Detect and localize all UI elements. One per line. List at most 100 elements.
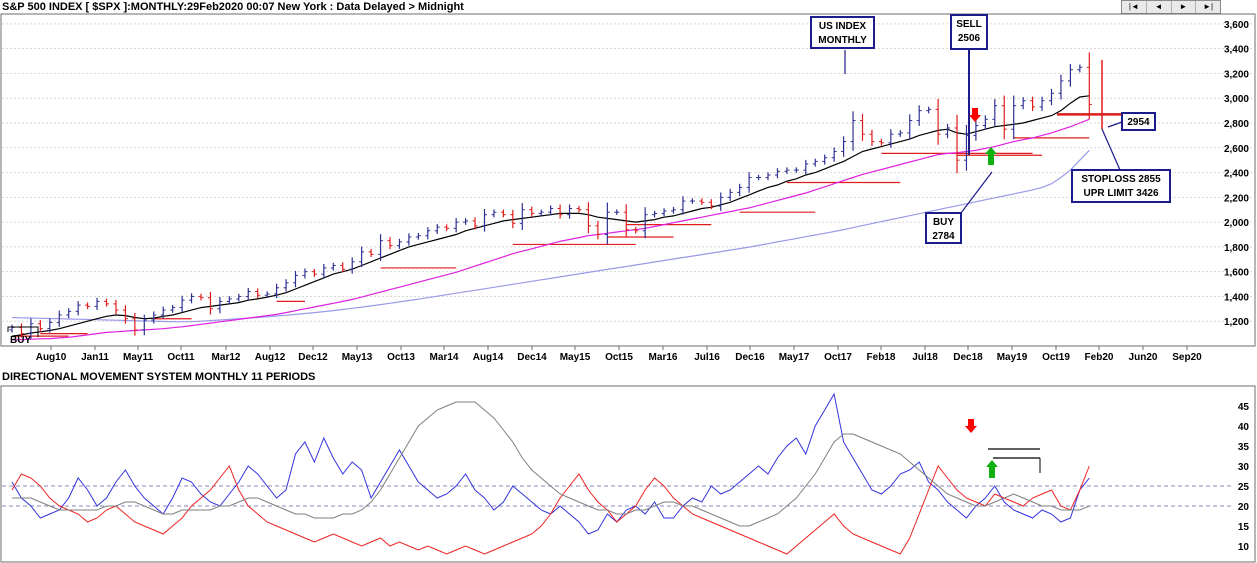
price-x-label: May19 xyxy=(997,352,1028,363)
price-tick-label: 3,400 xyxy=(1224,45,1249,56)
price-bar xyxy=(1030,96,1036,111)
price-tick-label: 2,000 xyxy=(1224,218,1249,229)
price-tick-label: 2,600 xyxy=(1224,144,1249,155)
price-bar xyxy=(661,208,667,217)
price-bar xyxy=(907,114,913,140)
price-x-label: Oct15 xyxy=(605,352,633,363)
price-bar xyxy=(699,198,705,206)
price-bar xyxy=(160,306,166,319)
price-bar xyxy=(1058,74,1064,100)
price-bar xyxy=(567,204,573,219)
price-bar xyxy=(311,268,317,277)
price-x-label: May17 xyxy=(779,352,810,363)
price-x-label: Oct11 xyxy=(167,352,195,363)
ma-value-pointer xyxy=(1107,121,1123,128)
price-bar xyxy=(396,238,402,249)
price-bar xyxy=(37,320,43,333)
price-bar xyxy=(463,218,469,225)
price-bar xyxy=(359,246,365,268)
price-bar xyxy=(170,304,176,313)
nav-prev-button[interactable]: ◄ xyxy=(1147,1,1172,13)
price-bar xyxy=(614,209,620,215)
price-x-label: Dec18 xyxy=(953,352,983,363)
price-bar xyxy=(822,154,828,165)
price-bar xyxy=(888,129,894,148)
price-bar xyxy=(491,209,497,218)
svg-text:BUY: BUY xyxy=(933,217,954,228)
price-bar xyxy=(330,262,336,271)
price-bar xyxy=(831,147,837,162)
price-tick-label: 1,200 xyxy=(1224,317,1249,328)
buy-callout: BUY 2784 xyxy=(925,212,962,244)
price-x-label: Dec12 xyxy=(298,352,328,363)
price-bar xyxy=(557,204,563,219)
price-bar xyxy=(689,198,695,204)
price-bar xyxy=(368,249,374,258)
us-index-callout: US INDEX MONTHLY xyxy=(810,16,875,49)
price-bar xyxy=(510,209,516,229)
sell-arrow-icon xyxy=(969,108,981,122)
price-bar xyxy=(604,202,610,245)
price-bar xyxy=(737,183,743,196)
price-bar xyxy=(671,207,676,214)
price-bar xyxy=(784,167,790,175)
nav-last-button[interactable]: ►| xyxy=(1203,2,1214,11)
price-bar xyxy=(444,224,450,232)
price-bar xyxy=(973,120,979,141)
price-bar xyxy=(434,223,440,234)
price-x-label: Oct17 xyxy=(824,352,852,363)
price-bar xyxy=(1001,95,1007,140)
price-bar xyxy=(425,227,431,240)
nav-next-button[interactable]: ► xyxy=(1172,1,1197,13)
price-bar xyxy=(245,287,251,301)
price-bar xyxy=(28,318,34,339)
price-bar xyxy=(226,296,232,305)
price-bar xyxy=(207,291,213,315)
price-tick-label: 1,600 xyxy=(1224,268,1249,279)
price-x-label: Aug10 xyxy=(36,352,67,363)
price-x-label: Aug12 xyxy=(255,352,286,363)
price-tick-label: 2,800 xyxy=(1224,119,1249,130)
price-bar xyxy=(236,293,242,302)
price-bar xyxy=(850,111,856,151)
svg-text:2506: 2506 xyxy=(958,33,981,44)
price-bar xyxy=(1067,63,1073,87)
price-x-label: Jun20 xyxy=(1129,352,1158,363)
price-bar xyxy=(302,268,308,279)
price-x-label: Oct13 xyxy=(387,352,415,363)
price-bar xyxy=(869,129,875,147)
price-bar xyxy=(860,113,865,141)
price-x-label: May13 xyxy=(342,352,373,363)
svg-text:MONTHLY: MONTHLY xyxy=(818,35,867,46)
price-x-label: Oct19 xyxy=(1042,352,1070,363)
price-bar xyxy=(255,288,261,299)
price-tick-label: 3,200 xyxy=(1224,69,1249,80)
price-bar xyxy=(945,123,951,139)
price-bar xyxy=(9,324,15,333)
buy-left-marker xyxy=(7,326,39,337)
minus-di-line xyxy=(11,465,1090,555)
buy-left-label: BUY xyxy=(10,335,31,346)
chart-title: S&P 500 INDEX [ $SPX ]:MONTHLY:29Feb2020… xyxy=(2,1,464,13)
price-bar xyxy=(812,158,818,167)
nav-first-button[interactable]: |◄ xyxy=(1122,1,1147,13)
price-tick-label: 1,800 xyxy=(1224,243,1249,254)
price-bar xyxy=(472,217,478,230)
price-bar xyxy=(548,205,554,216)
price-x-label: Feb18 xyxy=(867,352,896,363)
price-bar xyxy=(500,209,506,218)
price-bar xyxy=(718,192,724,211)
dms-sell-arrow-icon xyxy=(965,419,977,433)
price-bar xyxy=(576,205,582,213)
price-bar xyxy=(113,299,119,315)
price-bar xyxy=(897,130,903,137)
price-bar xyxy=(1077,64,1083,73)
svg-text:2954: 2954 xyxy=(1127,117,1150,128)
dms-tick-label: 10 xyxy=(1238,542,1250,553)
sell-callout: SELL 2506 xyxy=(950,14,988,50)
price-bar xyxy=(387,237,393,250)
price-bar xyxy=(585,202,591,234)
buy-arrow-icon xyxy=(985,147,997,165)
price-bar xyxy=(264,291,270,298)
